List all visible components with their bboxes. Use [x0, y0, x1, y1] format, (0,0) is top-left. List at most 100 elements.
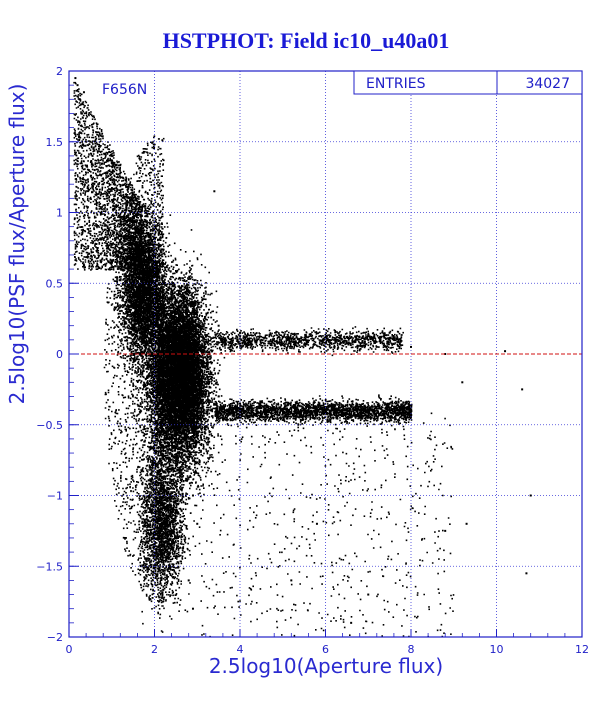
- chart-title: HSTPHOT: Field ic10_u40a01: [163, 28, 450, 53]
- data-point: [80, 112, 83, 115]
- data-point: [91, 154, 94, 157]
- data-points: [74, 77, 532, 624]
- data-point: [78, 98, 81, 101]
- data-point: [410, 409, 412, 412]
- point-density-cloud: [73, 81, 455, 638]
- data-point: [213, 190, 216, 193]
- data-point: [157, 282, 160, 285]
- data-point: [303, 412, 306, 415]
- data-point: [93, 169, 96, 172]
- x-tick-label: 12: [575, 643, 589, 656]
- point-density-layer: [73, 81, 455, 638]
- data-point: [465, 522, 468, 525]
- data-point: [74, 77, 77, 80]
- data-point: [367, 338, 370, 341]
- data-point: [290, 579, 293, 582]
- x-axis-title: 2.5log10(Aperture flux): [209, 654, 443, 678]
- data-point: [239, 331, 241, 334]
- data-point: [217, 324, 220, 327]
- y-tick-label: 0.5: [46, 277, 64, 290]
- data-point: [179, 317, 182, 320]
- y-axis-title: 2.5log10(PSF flux/Aperture flux): [5, 84, 29, 405]
- data-point: [303, 338, 306, 341]
- data-point: [82, 91, 85, 94]
- y-tick-label: 2: [56, 65, 63, 78]
- filter-label: F656N: [102, 82, 147, 98]
- data-point: [444, 353, 447, 355]
- axis-ticks: 0 2 4 6 8 10 12 −2 −1.5 −1 −0.5 0 0.5 1 1.5 2: [36, 65, 589, 656]
- data-point: [140, 253, 143, 256]
- data-point: [183, 324, 186, 327]
- y-tick-label: −0.5: [36, 419, 63, 432]
- x-tick-label: 6: [322, 643, 329, 656]
- data-point: [196, 345, 199, 348]
- data-point: [367, 593, 370, 596]
- data-point: [281, 409, 284, 412]
- data-point: [123, 197, 126, 200]
- y-tick-label: −1.5: [36, 560, 63, 573]
- data-point: [166, 296, 169, 299]
- data-point: [187, 466, 190, 469]
- stats-box: ENTRIES 34027: [353, 70, 583, 95]
- data-point: [102, 183, 105, 186]
- data-point: [525, 572, 528, 575]
- data-point: [345, 336, 348, 339]
- data-point: [529, 494, 532, 497]
- stats-entries-label: ENTRIES: [366, 76, 426, 92]
- data-point: [191, 338, 194, 341]
- data-point: [174, 381, 177, 384]
- data-point: [350, 621, 353, 624]
- y-tick-label: 0: [56, 348, 63, 361]
- data-point: [239, 402, 241, 405]
- y-tick-label: 1.5: [46, 136, 64, 149]
- data-point: [196, 522, 199, 525]
- data-point: [89, 140, 92, 143]
- data-point: [388, 406, 391, 409]
- data-point: [504, 350, 507, 353]
- data-point: [367, 409, 370, 412]
- y-tick-label: 1: [56, 207, 63, 220]
- stats-entries-value: 34027: [525, 76, 570, 92]
- data-point: [183, 437, 186, 440]
- data-point: [191, 607, 194, 610]
- data-point: [179, 409, 182, 412]
- data-point: [97, 147, 100, 150]
- data-point: [521, 388, 524, 391]
- x-tick-label: 8: [408, 643, 415, 656]
- y-tick-label: −2: [47, 631, 63, 644]
- data-point: [162, 289, 165, 292]
- data-point: [444, 529, 447, 532]
- data-point: [85, 126, 88, 129]
- data-point: [345, 416, 348, 419]
- data-point: [191, 494, 194, 497]
- x-tick-label: 4: [237, 643, 244, 656]
- data-point: [153, 275, 156, 278]
- data-point: [260, 338, 263, 341]
- x-tick-label: 10: [490, 643, 504, 656]
- data-point: [324, 409, 327, 412]
- data-point: [183, 551, 186, 554]
- data-point: [136, 246, 139, 249]
- data-point: [187, 331, 190, 334]
- data-point: [187, 579, 190, 582]
- data-point: [144, 261, 147, 264]
- x-tick-label: 2: [151, 643, 158, 656]
- data-point: [119, 218, 122, 221]
- data-point: [106, 197, 109, 200]
- x-tick-label: 0: [66, 643, 73, 656]
- data-point: [410, 345, 412, 348]
- data-point: [281, 336, 284, 339]
- data-point: [127, 225, 130, 228]
- y-tick-label: −1: [47, 490, 63, 503]
- data-point: [115, 211, 118, 214]
- data-point: [217, 395, 220, 398]
- data-point: [110, 161, 113, 164]
- data-point: [149, 268, 152, 271]
- data-point: [174, 310, 177, 313]
- data-point: [132, 239, 135, 242]
- data-point: [76, 84, 79, 87]
- data-point: [170, 303, 173, 306]
- data-point: [260, 406, 263, 409]
- data-point: [315, 522, 318, 525]
